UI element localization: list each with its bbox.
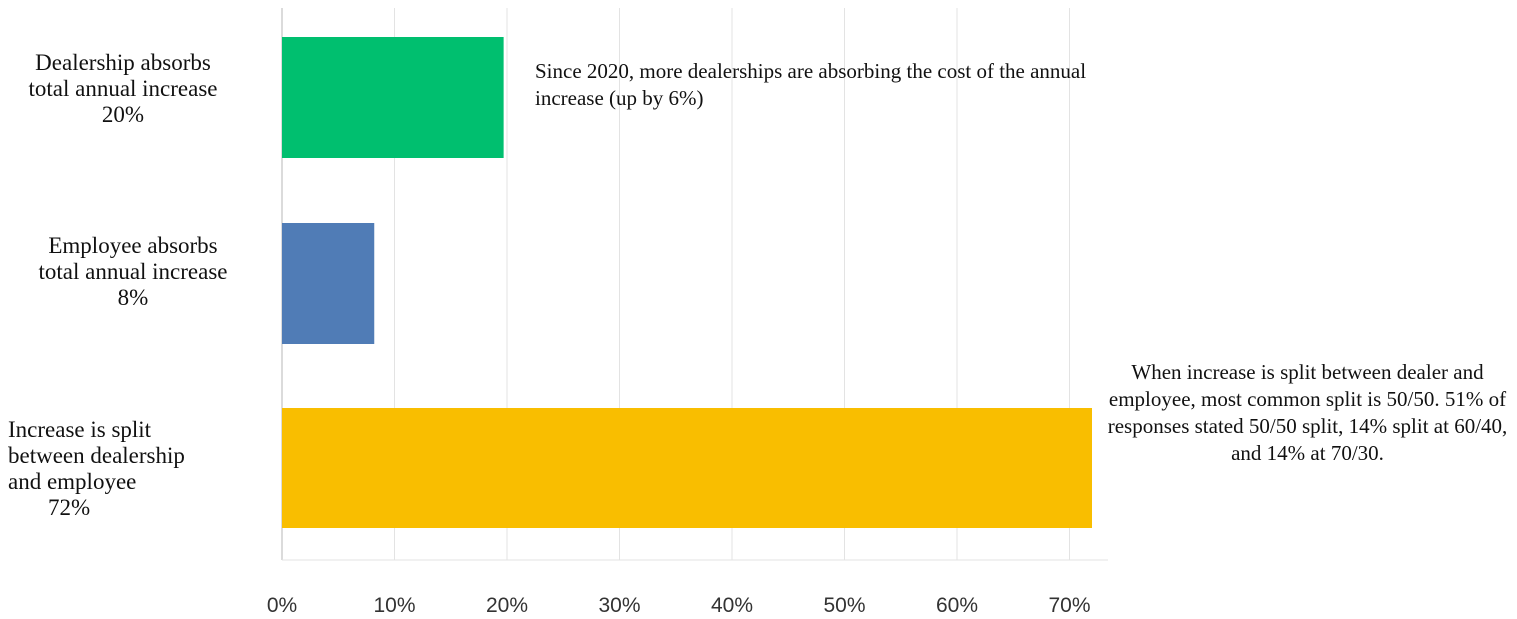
x-tick-label: 70%: [1048, 594, 1090, 614]
category-label-line: and employee: [8, 469, 136, 494]
category-label-1: Dealership absorbs total annual increase 2…: [28, 50, 217, 127]
category-label-line: 72%: [48, 495, 90, 520]
category-label-2: Employee absorbs total annual increase 8%: [38, 233, 227, 310]
x-tick-label: 40%: [711, 594, 753, 614]
category-label-line: Increase is split: [8, 417, 152, 442]
category-label-line: 8%: [118, 285, 149, 310]
x-tick-label: 20%: [486, 594, 528, 614]
bar-3: [282, 408, 1092, 528]
x-tick-label: 50%: [823, 594, 865, 614]
category-label-3: Increase is split between dealership and e…: [8, 417, 185, 520]
annotation-dealership-trend: Since 2020, more dealerships are absorbi…: [535, 59, 1087, 110]
category-label-line: total annual increase: [38, 259, 227, 284]
x-tick-label: 0%: [267, 594, 297, 614]
category-label-line: between dealership: [8, 443, 185, 468]
category-label-line: total annual increase: [28, 76, 217, 101]
bar-1: [282, 37, 504, 158]
category-label-line: 20%: [102, 102, 144, 127]
x-tick-label: 30%: [598, 594, 640, 614]
x-tick-label: 10%: [373, 594, 415, 614]
x-tick-label: 60%: [936, 594, 978, 614]
annotation-split-detail: When increase is split between dealer an…: [1107, 360, 1508, 465]
bar-2: [282, 223, 375, 344]
category-label-line: Employee absorbs: [48, 233, 217, 258]
category-label-line: Dealership absorbs: [35, 50, 211, 75]
